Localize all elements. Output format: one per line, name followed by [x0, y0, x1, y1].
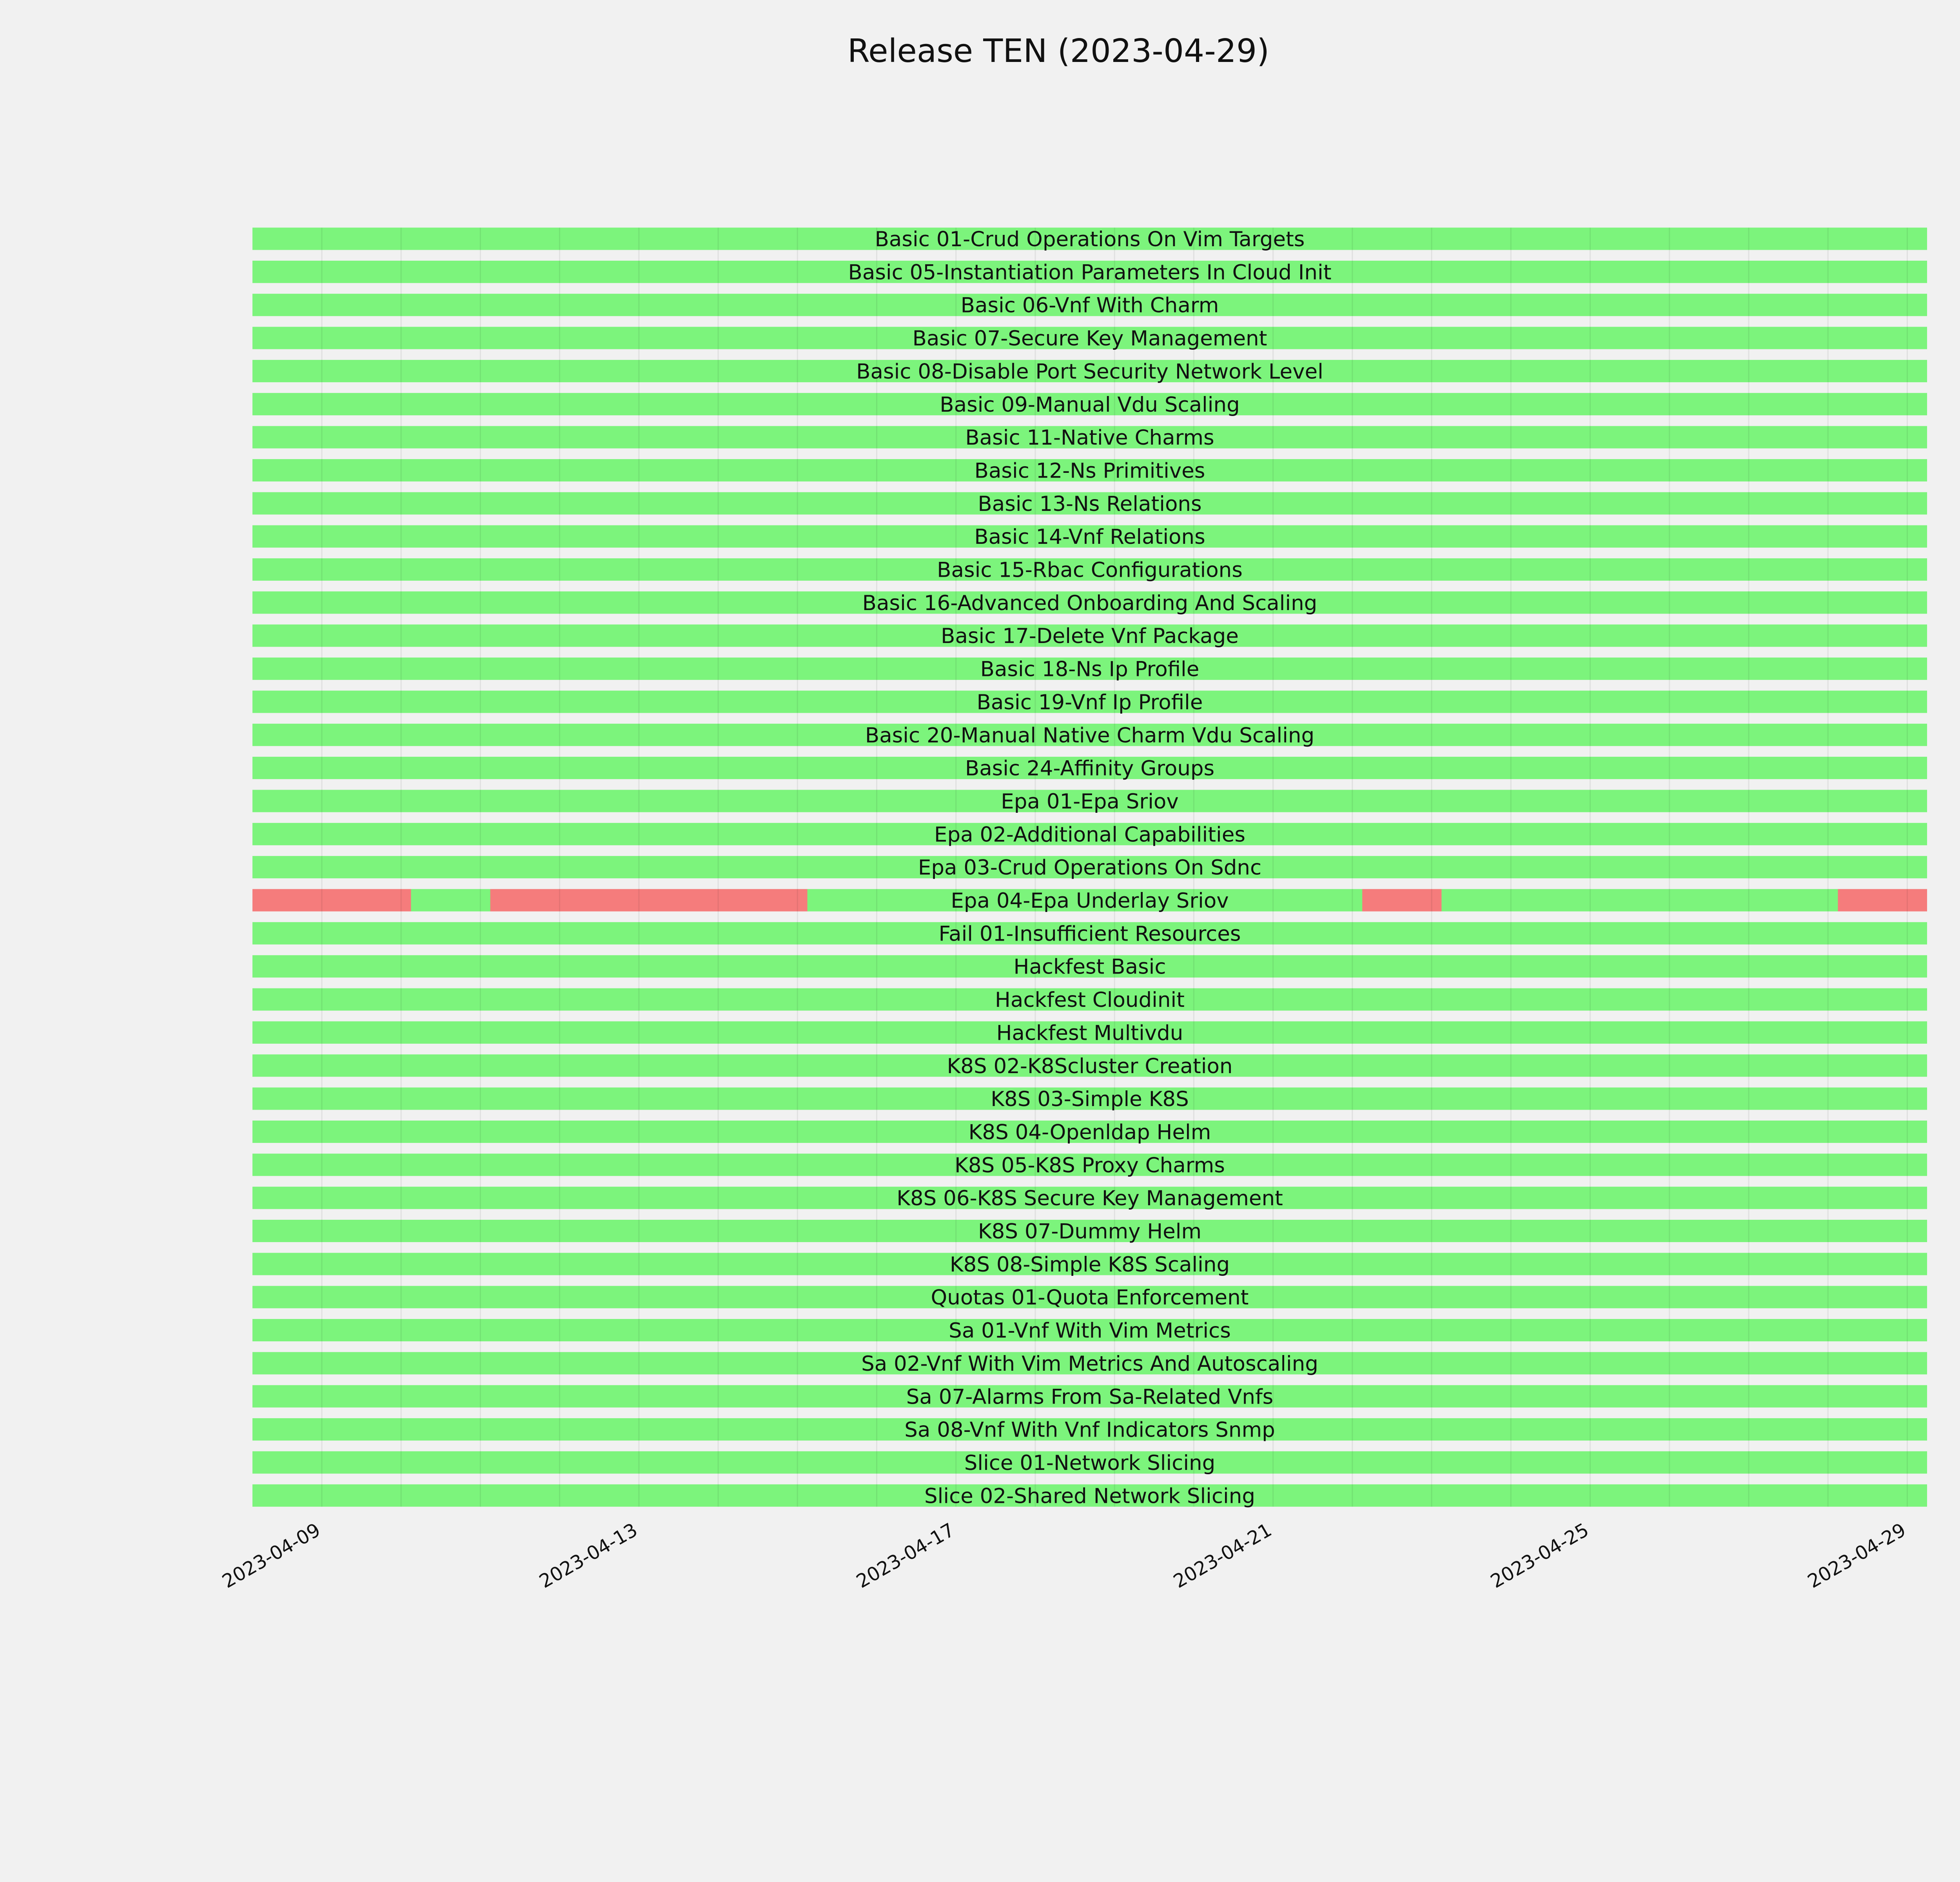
- pass-bar: [252, 525, 1927, 548]
- pass-bar: [252, 360, 1927, 382]
- pass-bar: [252, 1451, 1927, 1474]
- pass-bar: [252, 757, 1927, 779]
- row-label: Slice 01-Network Slicing: [964, 1451, 1216, 1475]
- row-label: K8S 07-Dummy Helm: [978, 1220, 1201, 1244]
- pass-bar: [252, 1385, 1927, 1408]
- row-label: K8S 02-K8Scluster Creation: [947, 1054, 1233, 1078]
- row-label: Basic 24-Affinity Groups: [965, 757, 1214, 781]
- row-label: Basic 09-Manual Vdu Scaling: [940, 393, 1240, 417]
- row-label: Sa 08-Vnf With Vnf Indicators Snmp: [904, 1418, 1275, 1442]
- row-label: Basic 05-Instantiation Parameters In Clo…: [848, 260, 1331, 284]
- x-axis-tick-labels: 2023-04-09 2023-04-13 2023-04-17 2023-04-21…: [218, 1519, 1909, 1593]
- pass-bar: [252, 988, 1927, 1011]
- pass-bar: [252, 955, 1927, 978]
- row-label: Basic 20-Manual Native Charm Vdu Scaling: [865, 723, 1314, 747]
- row-label: Basic 07-Secure Key Management: [913, 327, 1267, 351]
- pass-bar: [252, 1220, 1927, 1242]
- row-label: Epa 03-Crud Operations On Sdnc: [918, 856, 1261, 880]
- row-labels: Basic 01-Crud Operations On Vim Targets B…: [848, 227, 1331, 1508]
- row-label: Sa 01-Vnf With Vim Metrics: [949, 1319, 1231, 1343]
- row-label: Basic 19-Vnf Ip Profile: [977, 690, 1203, 714]
- row-label: K8S 08-Simple K8S Scaling: [950, 1253, 1230, 1277]
- row-label: K8S 06-K8S Secure Key Management: [897, 1186, 1283, 1210]
- pass-bar: [252, 922, 1927, 945]
- pass-bar: [252, 1352, 1927, 1375]
- row-label: Basic 06-Vnf With Charm: [961, 294, 1219, 318]
- pass-bar: [252, 723, 1927, 746]
- pass-bar: [252, 1319, 1927, 1342]
- row-label: Basic 17-Delete Vnf Package: [941, 624, 1239, 648]
- row-label: Epa 02-Additional Capabilities: [934, 823, 1245, 847]
- pass-bar: [252, 624, 1927, 647]
- row-label: Basic 11-Native Charms: [965, 426, 1214, 450]
- x-tick-label: 2023-04-17: [853, 1519, 958, 1593]
- row-label: Basic 01-Crud Operations On Vim Targets: [875, 227, 1305, 251]
- pass-bar: [252, 658, 1927, 680]
- pass-bar: [252, 1484, 1927, 1507]
- chart-title: Release TEN (2023-04-29): [848, 33, 1269, 70]
- fail-bar: [1362, 889, 1442, 912]
- row-label: Basic 08-Disable Port Security Network L…: [856, 360, 1323, 383]
- row-label: Hackfest Cloudinit: [995, 988, 1185, 1012]
- row-label: Epa 04-Epa Underlay Sriov: [951, 889, 1229, 913]
- row-label: Hackfest Multivdu: [996, 1021, 1183, 1045]
- pass-bar: [252, 1021, 1927, 1044]
- row-label: K8S 04-Openldap Helm: [969, 1120, 1211, 1144]
- row-label: Sa 07-Alarms From Sa-Related Vnfs: [906, 1385, 1273, 1409]
- pass-bar: [252, 856, 1927, 879]
- pass-bar: [252, 591, 1927, 614]
- row-label: Fail 01-Insufficient Resources: [939, 922, 1241, 946]
- fail-bar: [252, 889, 411, 912]
- row-label: Quotas 01-Quota Enforcement: [931, 1286, 1249, 1310]
- pass-bar: [252, 1418, 1927, 1441]
- pass-bar: [252, 690, 1927, 713]
- pass-bar: [252, 260, 1927, 283]
- pass-bar: [252, 1186, 1927, 1209]
- row-label: Basic 15-Rbac Configurations: [937, 558, 1243, 582]
- x-tick-label: 2023-04-13: [535, 1519, 641, 1593]
- pass-bar: [252, 1054, 1927, 1077]
- row-label: Sa 02-Vnf With Vim Metrics And Autoscali…: [861, 1352, 1318, 1376]
- fail-bar: [490, 889, 808, 912]
- pass-bar: [252, 459, 1927, 481]
- pass-bar: [252, 823, 1927, 845]
- row-label: Basic 14-Vnf Relations: [974, 525, 1205, 549]
- row-label: Hackfest Basic: [1014, 955, 1166, 979]
- pass-bar: [252, 558, 1927, 581]
- pass-bar: [252, 294, 1927, 316]
- row-label: Basic 13-Ns Relations: [978, 492, 1201, 516]
- pass-bar: [252, 790, 1927, 812]
- pass-bar: [252, 426, 1927, 449]
- row-label: Basic 16-Advanced Onboarding And Scaling: [862, 591, 1318, 615]
- row-label: K8S 03-Simple K8S: [991, 1087, 1189, 1111]
- x-tick-label: 2023-04-29: [1804, 1519, 1910, 1593]
- row-label: Slice 02-Shared Network Slicing: [924, 1484, 1255, 1508]
- pass-bar: [252, 1120, 1927, 1143]
- row-label: K8S 05-K8S Proxy Charms: [955, 1154, 1225, 1177]
- x-tick-label: 2023-04-21: [1170, 1519, 1276, 1593]
- pass-bar: [252, 327, 1927, 349]
- pass-bar: [252, 393, 1927, 416]
- x-tick-label: 2023-04-09: [218, 1519, 324, 1593]
- row-label: Epa 01-Epa Sriov: [1001, 790, 1178, 814]
- fail-bar: [1838, 889, 1927, 912]
- pass-bar: [252, 1286, 1927, 1308]
- row-label: Basic 12-Ns Primitives: [975, 459, 1205, 483]
- pass-bar: [252, 227, 1927, 250]
- pass-bar: [252, 1154, 1927, 1176]
- timeline-bars: [252, 227, 1927, 1507]
- row-label: Basic 18-Ns Ip Profile: [980, 658, 1200, 681]
- pass-bar: [252, 492, 1927, 515]
- pass-bar: [252, 1087, 1927, 1110]
- pass-bar: [252, 1253, 1927, 1275]
- x-tick-label: 2023-04-25: [1487, 1519, 1593, 1593]
- vertical-gridlines: [321, 227, 1908, 1507]
